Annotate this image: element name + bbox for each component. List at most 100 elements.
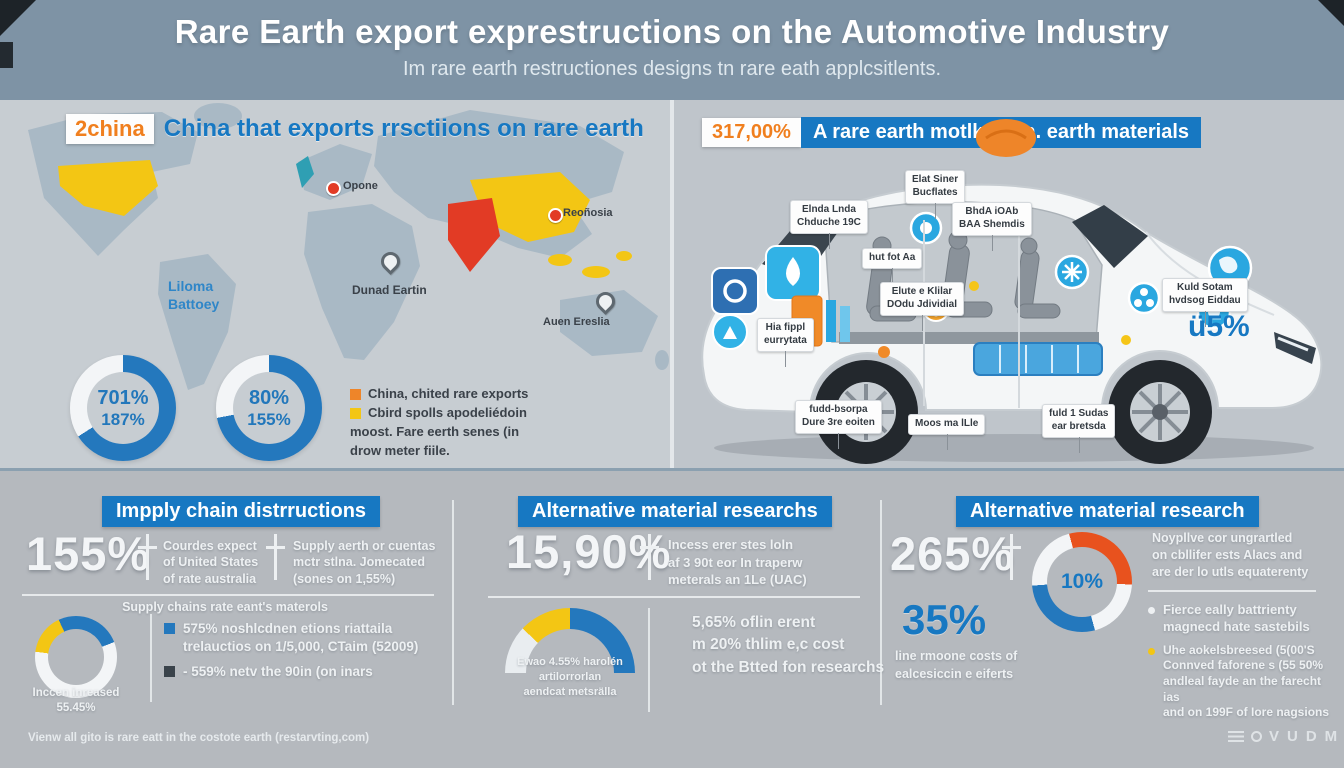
plus-divider-icon	[640, 534, 659, 580]
battery-pack	[973, 342, 1103, 376]
bullet-text: - 559% netv the 90in (on inars	[183, 664, 373, 680]
yellow-dot-icon	[1121, 335, 1131, 345]
legend-note: moost. Fare eerth senes (in drow meter f…	[350, 423, 520, 458]
orange-dot-icon	[878, 346, 890, 358]
map-donut-chart-1: 701% 187%	[70, 355, 176, 461]
bullet-text: 575% noshlcdnen etions riattaila trelauc…	[183, 621, 419, 655]
india-highlight	[448, 198, 500, 272]
page-subtitle: Im rare earth restructiones designs tn r…	[402, 58, 942, 80]
divider-line	[648, 608, 650, 712]
windshield	[1072, 205, 1148, 268]
bullet-dot-white-icon	[1148, 607, 1155, 614]
car-callout: Moos ma lLle	[908, 414, 986, 450]
donut3-center-label: 10%	[1060, 570, 1104, 594]
map-label-europe: Opone	[343, 180, 378, 192]
column-divider	[452, 500, 454, 705]
map-label-south-america: Liloma Battoey	[168, 278, 220, 312]
map-legend: China, chited rare exports Cbird spolls …	[350, 385, 528, 460]
col1-bullet-list: 575% noshlcdnen etions riattaila trelauc…	[164, 620, 452, 689]
divider-line	[488, 596, 860, 598]
brand-logo: VUDM	[1228, 728, 1344, 745]
legend-item: China, chited rare exports	[350, 385, 528, 404]
yellow-dot-icon	[969, 281, 979, 291]
col2-text1: Incess erer stes loln af 3 90t eor In tr…	[668, 537, 807, 588]
map-marker-icon	[548, 208, 563, 223]
corner-artifact-small	[0, 42, 13, 68]
divider-line	[22, 594, 434, 596]
donut2-top-value: 80%	[248, 387, 289, 410]
panel-divider	[670, 100, 674, 468]
col2-stat: 15,90%	[506, 525, 672, 578]
car-callout: BhdA iOAb BAA Shemdis	[952, 202, 1032, 251]
legend-text: Cbird spolls apodeliédoin	[368, 404, 527, 420]
col1-stat: 155%	[26, 527, 151, 580]
legend-swatch-orange-icon	[350, 388, 361, 400]
bullet-text: Fierce eally battrienty magnecd hate sas…	[1163, 602, 1310, 634]
usa-highlight	[58, 160, 158, 216]
column-divider	[880, 500, 882, 705]
car-callout: Elute e Klilar DOdu Jdividial	[880, 282, 965, 331]
col2-text2: 5,65% oflin erent m 20% thlim e,c cost o…	[692, 614, 885, 676]
bullet-dot-yellow-icon	[1148, 647, 1155, 655]
plus-divider-icon	[1002, 534, 1021, 580]
section-divider	[0, 468, 1344, 471]
map-section-header: 2china China that exports rrsctiions on …	[66, 114, 644, 144]
hood-stat: ü5%	[1188, 310, 1250, 343]
brand-dot-icon	[1251, 731, 1262, 742]
donut2-bottom-value: 155%	[247, 409, 291, 429]
col1-subheading: Supply chains rate eant's materols	[122, 600, 328, 614]
fan-icon	[1127, 281, 1161, 315]
divider-line	[1148, 590, 1316, 592]
legend-item: Cbird spolls apodeliédoin	[350, 404, 528, 423]
page-title: Rare Earth export exprestructions on the…	[174, 13, 1170, 50]
bullet-text: Uhe aokelsbreesed (5(00'S Connved fafore…	[1163, 642, 1330, 720]
map-marker-icon	[326, 181, 341, 196]
col3-bullet-list: Fierce eally battrienty magnecd hate sas…	[1148, 602, 1338, 728]
col2-banner: Alternative material researchs	[518, 496, 832, 527]
material-gauge-chart	[505, 608, 635, 674]
col3-stat2-caption: line rmoone costs of ealcesiccin e eifer…	[895, 649, 1018, 681]
col3-text1: Noypllve cor ungrartled on cbllifer ests…	[1152, 531, 1309, 579]
footer-note: Vienw all gito is rare eatt in the costo…	[28, 732, 370, 744]
donut1-bottom-value: 187%	[101, 409, 145, 429]
legend-text: China, chited rare exports	[368, 386, 529, 401]
col1-donut-caption: Inccen inreased 55.45%	[32, 687, 120, 714]
map-badge: 2china	[66, 114, 154, 144]
col2-gauge-caption: Ewao 4.55% harolén artilorrorlan aendcat…	[517, 656, 623, 698]
legend-swatch-yellow-icon	[350, 407, 361, 419]
col1-text2: Supply aerth or cuentas mctr stlna. Jome…	[293, 539, 436, 586]
car-callout: fudd-bsorpa Dure 3re eoiten	[795, 400, 882, 449]
map-label-japan: Reoñosia	[563, 207, 613, 219]
map-label-africa: Dunad Eartin	[352, 283, 427, 297]
brand-text: VUDM	[1269, 728, 1344, 745]
car-cutaway-illustration	[701, 119, 1323, 464]
col3-banner: Alternative material research	[956, 496, 1259, 527]
col3-stat: 265%	[890, 527, 1015, 580]
bullet-item: - 559% netv the 90in (on inars	[164, 663, 452, 681]
cargo-icons	[711, 245, 850, 350]
bullet-square-blue-icon	[164, 623, 175, 634]
car-badge: 317,00%	[702, 118, 801, 147]
divider-line	[150, 614, 152, 702]
car-callout: Elnda Lnda Chduche 19C	[790, 200, 868, 249]
car-callout: hut fot Aa	[862, 248, 923, 284]
uk-highlight	[296, 156, 314, 188]
plus-divider-icon	[266, 534, 285, 580]
bullet-square-dark-icon	[164, 666, 175, 678]
plus-divider-icon	[138, 534, 157, 580]
map-donut-chart-2: 80% 155%	[216, 355, 322, 461]
car-callout: Elat Siner Bucflates	[905, 170, 966, 219]
world-map-illustration	[28, 103, 669, 390]
sea-islands-highlight	[548, 254, 572, 266]
car-shadow	[714, 434, 1314, 462]
research-donut-chart: 10%	[1032, 532, 1132, 632]
col3-stat2: 35%	[902, 596, 987, 643]
bullet-item: 575% noshlcdnen etions riattaila trelauc…	[164, 620, 452, 656]
speaker-icon	[976, 119, 1036, 157]
col1-banner: Impply chain distrructions	[102, 496, 381, 527]
car-callout: Kuld Sotam hvdsog Eiddau	[1162, 278, 1248, 327]
col1-text1: Courdes expect of United States of rate …	[163, 539, 259, 586]
bullet-item: Uhe aokelsbreesed (5(00'S Connved fafore…	[1148, 643, 1338, 721]
donut1-top-value: 701%	[97, 387, 149, 410]
